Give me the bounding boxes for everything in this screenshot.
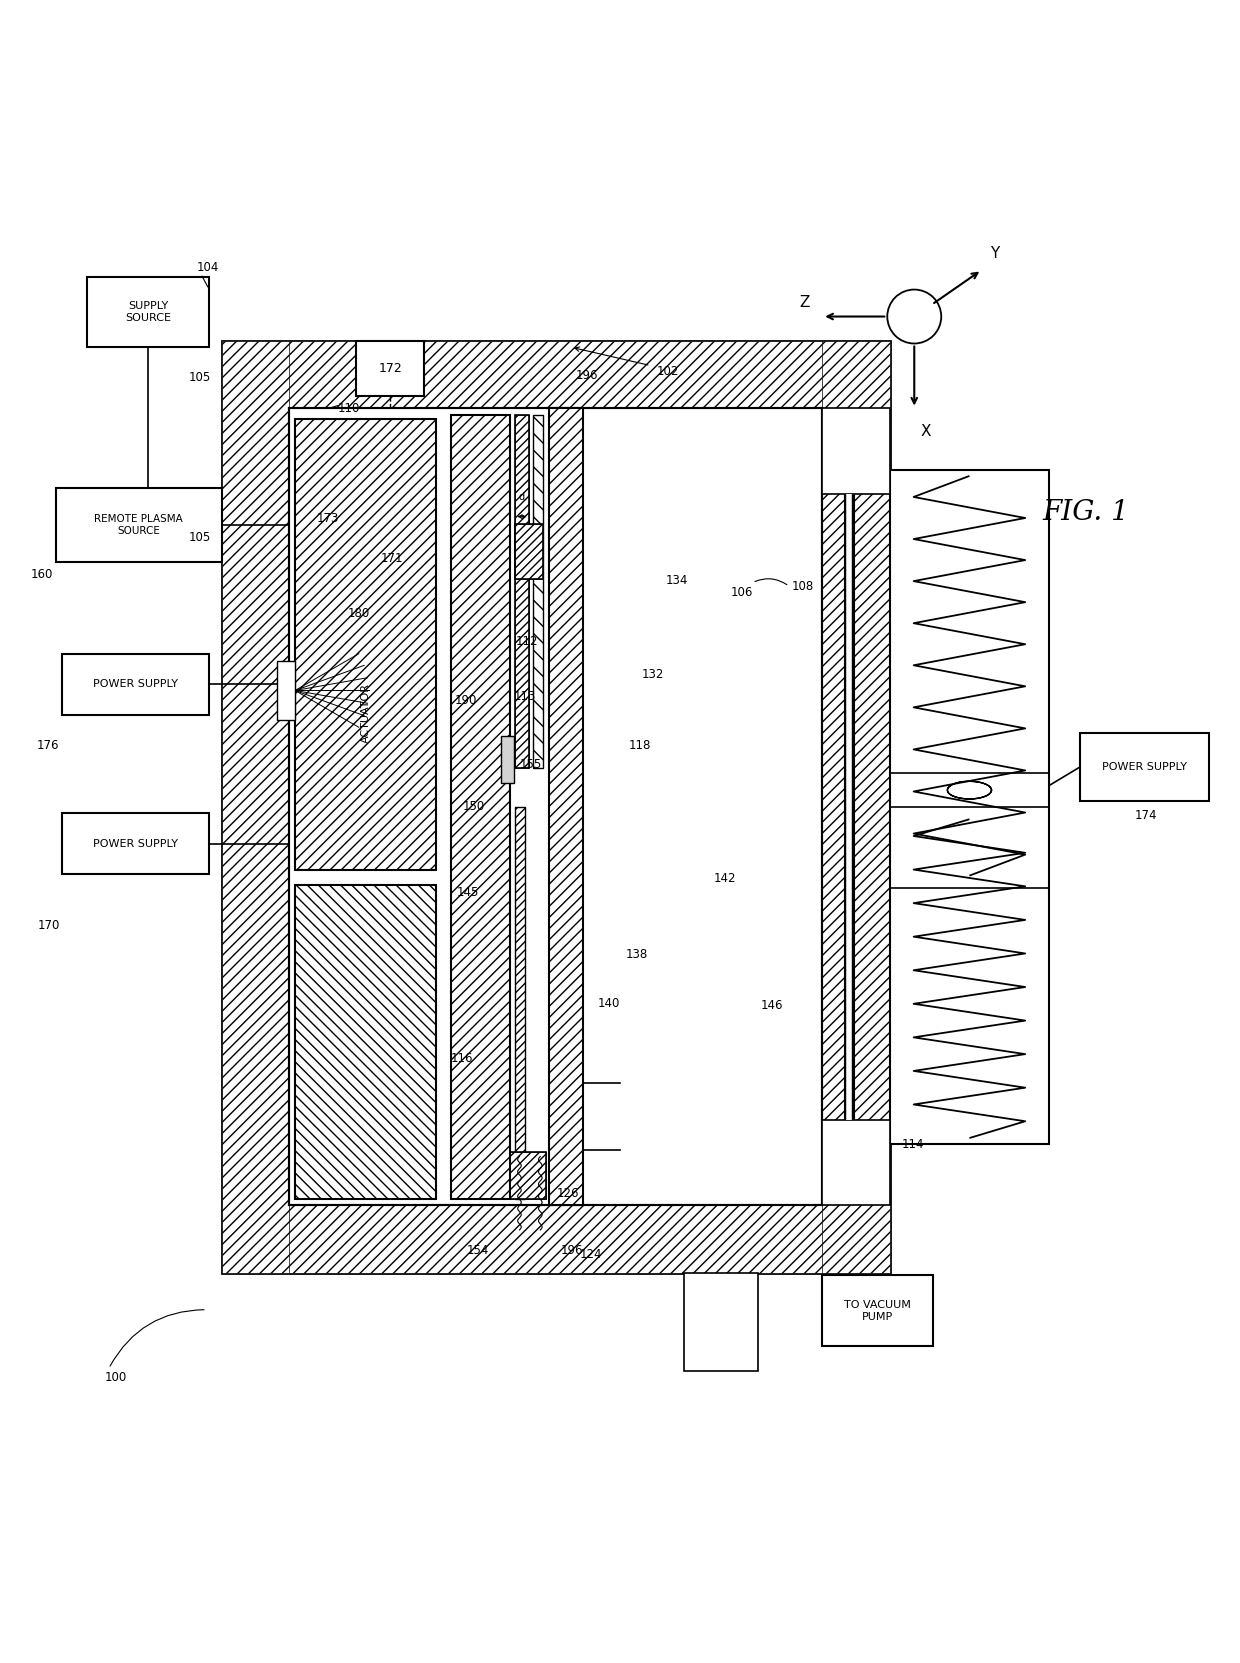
Text: 126: 126: [557, 1187, 579, 1199]
Bar: [549, 409, 583, 1206]
Text: 196: 196: [575, 369, 599, 382]
Bar: [515, 807, 525, 1199]
Bar: [515, 524, 543, 579]
Text: d: d: [518, 492, 525, 502]
Text: 172: 172: [378, 363, 402, 376]
Text: 140: 140: [598, 996, 620, 1009]
Text: 132: 132: [642, 669, 665, 682]
Text: SUPPLY
SOURCE: SUPPLY SOURCE: [125, 301, 171, 323]
Bar: [822, 341, 890, 1272]
Bar: [356, 341, 424, 396]
Text: TO VACUUM
PUMP: TO VACUUM PUMP: [844, 1300, 911, 1322]
Bar: [222, 341, 289, 1272]
Text: 110: 110: [339, 402, 361, 416]
Bar: [451, 414, 510, 1199]
Bar: [451, 414, 510, 1199]
Bar: [822, 1119, 890, 1206]
Text: X: X: [920, 424, 931, 439]
Text: Z: Z: [800, 296, 810, 311]
Text: REMOTE PLASMA
SOURCE: REMOTE PLASMA SOURCE: [94, 514, 184, 535]
Text: 176: 176: [37, 738, 60, 752]
Bar: [822, 409, 890, 494]
Text: 118: 118: [629, 738, 651, 752]
Text: 171: 171: [381, 552, 403, 564]
Text: 180: 180: [347, 607, 370, 620]
Text: POWER SUPPLY: POWER SUPPLY: [1101, 762, 1187, 772]
Bar: [890, 469, 1049, 1144]
Text: 105: 105: [188, 371, 211, 384]
Text: 146: 146: [761, 999, 784, 1013]
Text: 104: 104: [197, 261, 219, 274]
Bar: [56, 489, 222, 562]
Text: 116: 116: [451, 1051, 474, 1064]
Bar: [533, 414, 543, 768]
Bar: [822, 1276, 932, 1347]
Text: 196: 196: [562, 1244, 584, 1257]
Bar: [87, 278, 210, 348]
Text: 106: 106: [730, 585, 753, 599]
Bar: [515, 414, 529, 768]
Bar: [295, 885, 436, 1199]
Text: 150: 150: [463, 800, 485, 813]
Text: 114: 114: [901, 1137, 925, 1151]
Bar: [295, 885, 436, 1199]
Text: 112: 112: [516, 635, 538, 649]
Text: 170: 170: [37, 920, 60, 933]
Text: 100: 100: [105, 1370, 128, 1384]
Text: 174: 174: [1135, 810, 1157, 822]
Text: 138: 138: [626, 948, 649, 961]
Text: Y: Y: [991, 246, 999, 261]
Bar: [684, 1272, 758, 1370]
Bar: [295, 419, 436, 870]
Text: 105: 105: [188, 530, 211, 544]
Bar: [1080, 733, 1209, 802]
Text: 155: 155: [520, 758, 542, 770]
Text: POWER SUPPLY: POWER SUPPLY: [93, 838, 179, 848]
Bar: [62, 813, 210, 875]
Bar: [222, 341, 890, 1272]
Text: 113: 113: [513, 690, 536, 703]
Bar: [277, 662, 295, 720]
Text: 142: 142: [713, 871, 735, 885]
Bar: [62, 654, 210, 715]
Bar: [549, 409, 583, 1206]
Bar: [222, 341, 890, 409]
Bar: [510, 1152, 547, 1199]
Text: 134: 134: [666, 574, 688, 587]
Bar: [510, 1152, 547, 1199]
Bar: [515, 807, 525, 1199]
Bar: [222, 1206, 890, 1272]
Bar: [515, 524, 543, 579]
Text: 160: 160: [31, 567, 53, 580]
Bar: [533, 414, 543, 768]
Bar: [501, 737, 513, 783]
Text: 108: 108: [791, 580, 813, 592]
Text: FIG. 1: FIG. 1: [1043, 499, 1130, 526]
Text: POWER SUPPLY: POWER SUPPLY: [93, 680, 179, 690]
Bar: [295, 419, 436, 870]
Text: 190: 190: [455, 693, 477, 707]
Text: 124: 124: [579, 1247, 603, 1261]
Text: 102: 102: [657, 366, 680, 378]
Text: ACTUATOR: ACTUATOR: [361, 683, 371, 743]
Text: 154: 154: [466, 1244, 489, 1257]
Bar: [515, 414, 529, 768]
Text: 173: 173: [317, 512, 340, 526]
Text: 145: 145: [456, 886, 479, 900]
Bar: [289, 409, 822, 1206]
